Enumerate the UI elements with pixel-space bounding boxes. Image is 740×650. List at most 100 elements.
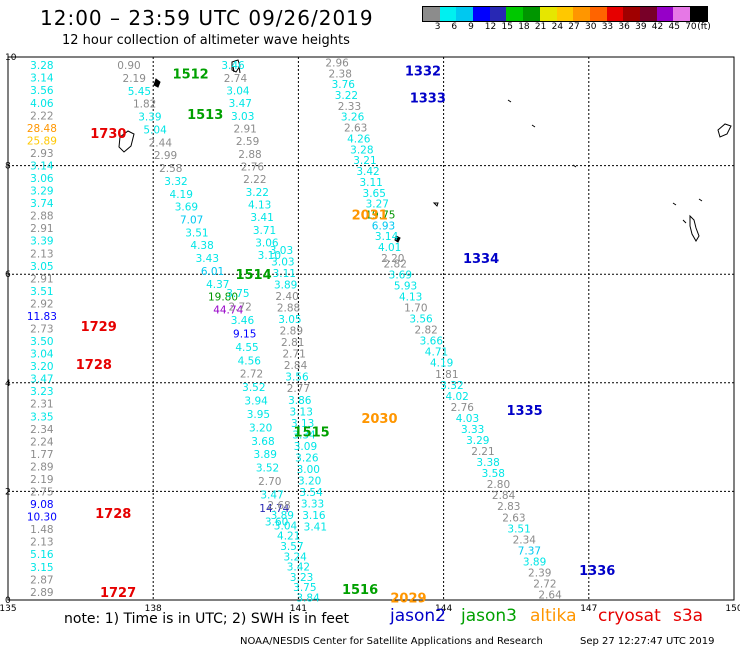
wave-height-value: 2.89 bbox=[30, 461, 53, 473]
wave-height-value: 2.64 bbox=[538, 590, 562, 602]
wave-height-value: 3.04 bbox=[226, 85, 250, 97]
wave-height-value: 3.14 bbox=[30, 73, 54, 85]
wave-height-value: 0.90 bbox=[117, 60, 140, 72]
wave-height-value: 3.23 bbox=[290, 572, 313, 584]
wave-height-value: 3.56 bbox=[285, 372, 309, 384]
wave-height-value: 3.22 bbox=[335, 90, 358, 102]
color-scale-tick: 33 bbox=[601, 22, 614, 32]
wave-height-value: 2.88 bbox=[277, 302, 300, 314]
wave-height-value: 19.80 bbox=[208, 292, 238, 304]
wave-height-value: 2.72 bbox=[228, 302, 251, 314]
pass-label: 1729 bbox=[81, 320, 117, 335]
wave-height-value: 5.16 bbox=[30, 549, 54, 561]
plot-frame bbox=[7, 56, 735, 601]
color-scale-tick: 12 bbox=[484, 22, 497, 32]
wave-height-value: 3.05 bbox=[278, 314, 301, 326]
wave-height-value: 2.71 bbox=[282, 349, 305, 361]
wave-height-value: 3.50 bbox=[30, 336, 53, 348]
y-tick-label: 0 bbox=[5, 596, 11, 606]
wave-height-value: 3.35 bbox=[30, 411, 53, 423]
wave-height-value: 3.76 bbox=[332, 79, 356, 91]
wave-height-value: 3.89 bbox=[523, 556, 546, 568]
color-swatch bbox=[656, 7, 674, 21]
wave-height-value: 2.76 bbox=[241, 162, 265, 174]
wave-height-value: 3.33 bbox=[461, 424, 484, 436]
color-scale-tick: 45 bbox=[668, 22, 680, 32]
wave-height-value: 4.19 bbox=[430, 358, 453, 370]
wave-height-value: 3.24 bbox=[283, 551, 307, 563]
color-scale-tick: 30 bbox=[585, 22, 597, 32]
wave-height-value: 3.21 bbox=[353, 155, 376, 167]
color-scale-tick: 18 bbox=[518, 22, 530, 32]
wave-height-value: 3.28 bbox=[350, 144, 373, 156]
wave-height-value: 3.51 bbox=[507, 523, 530, 535]
island-outline bbox=[717, 123, 732, 138]
color-scale-tick: 36 bbox=[618, 22, 630, 32]
wave-height-value: 1.48 bbox=[30, 524, 53, 536]
wave-height-value: 1.81 bbox=[435, 369, 458, 381]
wave-height-value: 2.81 bbox=[281, 337, 304, 349]
wave-height-value: 2.13 bbox=[30, 537, 53, 549]
wave-height-value: 2.83 bbox=[497, 501, 520, 513]
wave-height-value: 3.32 bbox=[440, 380, 463, 392]
wave-height-value: 3.33 bbox=[301, 499, 324, 511]
wave-height-value: 3.94 bbox=[244, 396, 268, 408]
wave-height-value: 3.29 bbox=[30, 186, 53, 198]
color-swatch bbox=[489, 7, 507, 21]
pass-label: 1513 bbox=[187, 108, 223, 123]
wave-height-value: 2.70 bbox=[258, 476, 281, 488]
color-scale-tick: 70 bbox=[685, 22, 697, 32]
wave-height-value: 2.31 bbox=[30, 399, 53, 411]
wave-height-value: 2.91 bbox=[233, 123, 256, 135]
wave-height-value: 6.93 bbox=[372, 220, 395, 232]
wave-height-value: 3.56 bbox=[30, 85, 54, 97]
wave-height-value: 2.24 bbox=[30, 436, 54, 448]
generated-timestamp: Sep 27 12:27:47 UTC 2019 bbox=[580, 636, 715, 647]
y-tick-label: 6 bbox=[5, 270, 11, 280]
wave-height-value: 3.52 bbox=[242, 382, 265, 394]
wave-height-value: 3.41 bbox=[250, 212, 273, 224]
legend-item-jason2: jason2 bbox=[390, 606, 446, 626]
wave-height-value: 2.20 bbox=[381, 253, 404, 265]
x-tick-label: 135 bbox=[0, 604, 17, 614]
wave-height-value: 2.82 bbox=[384, 258, 407, 270]
wave-height-value: 3.68 bbox=[251, 436, 274, 448]
wave-height-value: 3.75 bbox=[293, 582, 316, 594]
wave-height-value: 3.26 bbox=[295, 452, 319, 464]
wave-height-value: 4.01 bbox=[378, 242, 401, 254]
pass-label: 1516 bbox=[342, 583, 378, 598]
pass-label: 1335 bbox=[507, 404, 543, 419]
wave-height-value: 44.74 bbox=[213, 304, 243, 316]
y-tick-label: 10 bbox=[5, 53, 17, 63]
color-swatch bbox=[639, 7, 657, 21]
wave-height-value: 3.05 bbox=[30, 261, 53, 273]
wave-height-value: 5.45 bbox=[128, 86, 151, 98]
color-swatch bbox=[573, 7, 590, 21]
wave-height-value: 2.99 bbox=[154, 150, 177, 162]
wave-height-value: 3.46 bbox=[231, 315, 255, 327]
wave-height-value: 2.89 bbox=[30, 587, 53, 599]
wave-height-value: 2.33 bbox=[338, 101, 361, 113]
wave-height-value: 4.02 bbox=[445, 391, 468, 403]
pass-label: 1730 bbox=[90, 127, 126, 142]
wave-height-value: 4.37 bbox=[206, 279, 229, 291]
wave-height-value: 3.20 bbox=[30, 361, 53, 373]
wave-height-value: 2.89 bbox=[280, 326, 303, 338]
color-scale-tick: 27 bbox=[568, 22, 580, 32]
wave-height-value: 3.26 bbox=[341, 112, 365, 124]
color-scale-tick: 15 bbox=[501, 22, 513, 32]
wave-height-value: 3.89 bbox=[274, 279, 297, 291]
color-scale-tick: 39 bbox=[635, 22, 647, 32]
wave-height-value: 3.03 bbox=[271, 256, 294, 268]
wave-height-value: 3.06 bbox=[255, 238, 279, 250]
wave-height-value: 3.47 bbox=[30, 374, 53, 386]
x-tick-label: 150 bbox=[725, 604, 740, 614]
island-marker bbox=[394, 235, 401, 243]
color-scale-tick: 24 bbox=[551, 22, 564, 32]
wave-height-value: 3.09 bbox=[294, 441, 317, 453]
color-swatch bbox=[556, 7, 574, 21]
wave-height-value: 3.11 bbox=[273, 268, 296, 280]
wave-height-value: 7.07 bbox=[180, 214, 203, 226]
wave-height-value: 2.87 bbox=[30, 574, 53, 586]
